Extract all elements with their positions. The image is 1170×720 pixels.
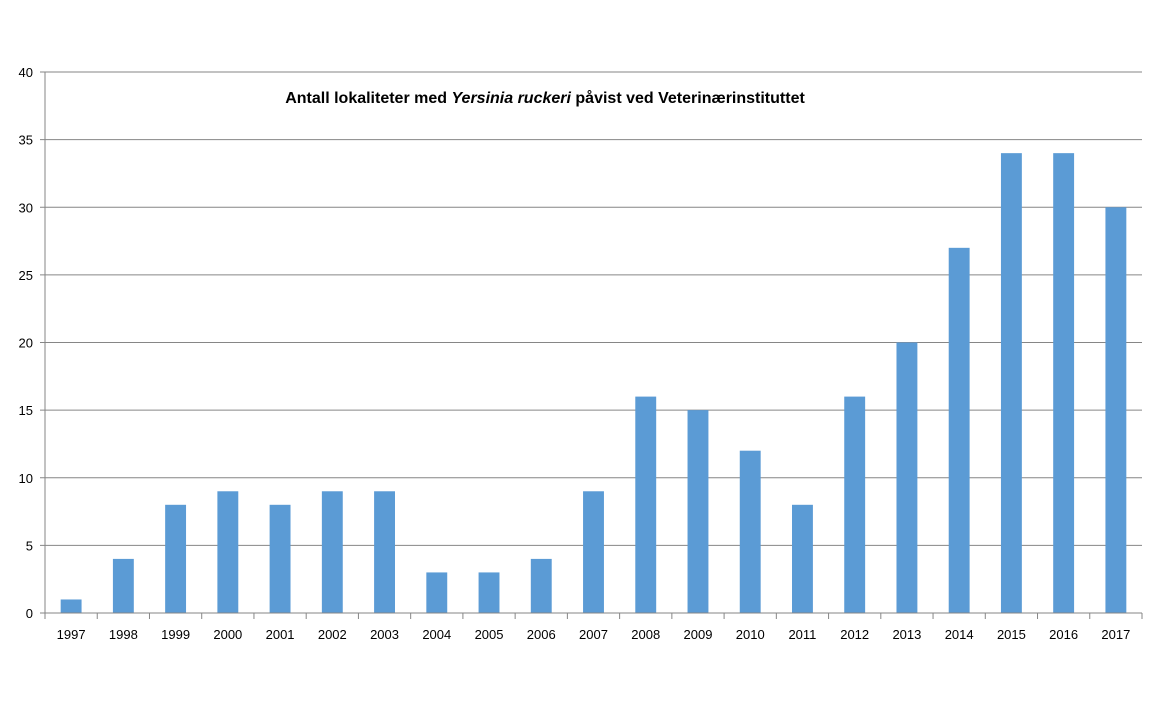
- x-tick-label: 1997: [57, 627, 86, 642]
- bar-2017: [1105, 207, 1127, 613]
- x-tick-label: 2005: [475, 627, 504, 642]
- gridlines: [45, 71, 1142, 546]
- x-tick-label: 2007: [579, 627, 608, 642]
- bar-2003: [374, 491, 395, 613]
- bar-1999: [165, 504, 187, 613]
- bar-2011: [792, 504, 813, 613]
- bar-2001: [269, 504, 291, 613]
- bar-2000: [217, 491, 239, 613]
- bar-2006: [530, 558, 552, 613]
- bar-2004: [426, 572, 448, 613]
- y-tick-label: 20: [19, 336, 33, 351]
- bar-2007: [583, 491, 604, 613]
- x-tick-label: 2006: [527, 627, 556, 642]
- x-tick-label: 2013: [892, 627, 921, 642]
- x-tick-label: 2015: [997, 627, 1026, 642]
- x-tick-label: 2016: [1049, 627, 1078, 642]
- bar-2005: [478, 572, 500, 613]
- x-tick-label: 2002: [318, 627, 347, 642]
- x-tick-label: 2000: [213, 627, 242, 642]
- chart-title-species: Yersinia ruckeri: [451, 90, 571, 107]
- bar-2010: [739, 450, 761, 613]
- x-tick-label: 2017: [1101, 627, 1130, 642]
- x-tick-label: 2011: [788, 627, 816, 642]
- bar-2002: [321, 491, 343, 613]
- x-tick-labels: 1997 1998 1999 2000 2001 2002 2003 2004 2005 2006…: [57, 627, 1131, 642]
- y-tick-label: 25: [19, 268, 33, 283]
- bar-1997: [60, 599, 82, 613]
- y-tick-label: 15: [19, 403, 33, 418]
- y-tick-label: 40: [19, 65, 33, 80]
- y-tick-label: 10: [19, 471, 33, 486]
- bar-2016: [1053, 153, 1075, 613]
- y-tick-label: 30: [19, 200, 33, 215]
- chart-title-part-3: påvist ved Veterinærinstituttet: [571, 89, 806, 107]
- bar-2014: [948, 247, 970, 613]
- bar-1998: [112, 558, 134, 613]
- x-tick-label: 2001: [266, 627, 295, 642]
- bar-2012: [844, 396, 866, 613]
- x-tick-label: 2003: [370, 627, 399, 642]
- x-tick-label: 2004: [422, 627, 451, 642]
- x-tick-label: 2008: [631, 627, 660, 642]
- x-tick-label: 2014: [945, 627, 974, 642]
- chart-title-part-1: Antall lokaliteter med: [285, 90, 451, 107]
- y-tick-labels: 0 5 10 15 20 25 30 35 40: [19, 65, 33, 621]
- bar-2013: [896, 342, 918, 613]
- y-tick-label: 35: [19, 133, 33, 148]
- y-tick-label: 5: [26, 538, 33, 553]
- bar-2009: [687, 410, 709, 613]
- x-tick-label: 2009: [684, 627, 713, 642]
- chart-title: Antall lokaliteter med Yersinia ruckeri …: [285, 89, 805, 107]
- axes: [40, 71, 1143, 619]
- bar-2008: [635, 396, 657, 613]
- x-tick-label: 2012: [840, 627, 869, 642]
- bar-2015: [1000, 153, 1022, 613]
- y-tick-label: 0: [26, 606, 33, 621]
- x-tick-label: 1999: [161, 627, 190, 642]
- x-tick-label: 2010: [736, 627, 765, 642]
- x-tick-label: 1998: [109, 627, 138, 642]
- bars: [60, 153, 1127, 613]
